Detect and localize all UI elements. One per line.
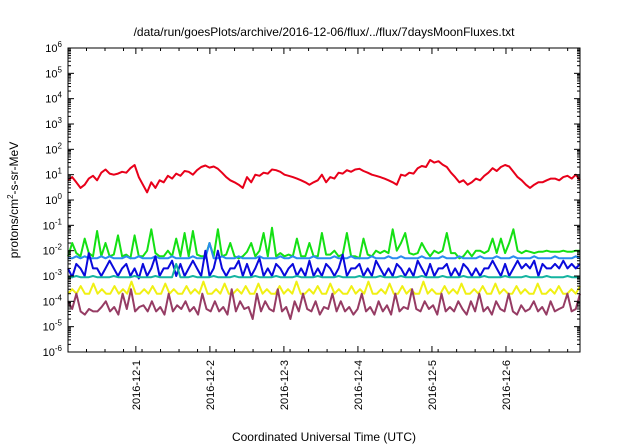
- y-tick-exponent: 1: [58, 167, 63, 176]
- y-tick-label: 101: [45, 167, 62, 182]
- x-tick-label: 2016-12-4: [353, 360, 365, 410]
- y-tick-exponent: -4: [55, 293, 63, 302]
- y-tick-base: 10: [45, 43, 57, 55]
- y-tick-base: 10: [45, 68, 57, 80]
- y-tick-base: 10: [43, 271, 55, 283]
- y-tick-label: 100: [45, 192, 62, 207]
- y-tick-base: 10: [43, 246, 55, 258]
- tick-layer: 10-610-510-410-310-210-11001011021031041…: [43, 40, 580, 410]
- y-tick-exponent: -5: [55, 319, 63, 328]
- y-tick-exponent: 3: [58, 116, 63, 125]
- y-tick-exponent: 2: [58, 141, 63, 150]
- x-tick-label: 2016-12-3: [279, 360, 291, 410]
- y-tick-exponent: 4: [58, 91, 63, 100]
- y-tick-label: 10-1: [43, 217, 63, 232]
- x-tick-label: 2016-12-6: [501, 360, 513, 410]
- y-axis-label-part-1: protons/cm: [7, 199, 21, 258]
- y-tick-label: 10-4: [43, 293, 63, 308]
- series-line-7: [67, 288, 581, 320]
- series-line-4: [67, 249, 581, 280]
- y-tick-label: 103: [45, 116, 62, 131]
- y-tick-base: 10: [43, 347, 55, 359]
- series-line-3: [68, 242, 581, 260]
- y-tick-base: 10: [43, 296, 55, 308]
- series-layer: [67, 159, 581, 320]
- y-tick-exponent: -6: [55, 344, 63, 353]
- y-axis-label-superscript: 2: [6, 194, 15, 199]
- y-tick-label: 10-5: [43, 319, 63, 334]
- chart-title: /data/run/goesPlots/archive/2016-12-06/f…: [134, 25, 516, 39]
- y-tick-label: 106: [45, 40, 62, 55]
- y-tick-exponent: 5: [58, 65, 63, 74]
- y-tick-base: 10: [45, 144, 57, 156]
- y-tick-base: 10: [45, 94, 57, 106]
- y-tick-label: 10-3: [43, 268, 63, 283]
- y-axis-label: protons/cm2-s-sr-MeV: [6, 142, 21, 258]
- y-tick-exponent: -2: [55, 243, 63, 252]
- y-tick-exponent: -1: [55, 217, 63, 226]
- series-line-6: [67, 280, 581, 295]
- y-axis-label-part-2: -s-sr-MeV: [7, 142, 21, 195]
- y-tick-label: 10-6: [43, 344, 63, 359]
- plot-frame: [67, 47, 581, 353]
- x-tick-label: 2016-12-2: [205, 360, 217, 410]
- x-tick-label: 2016-12-1: [131, 360, 143, 410]
- y-tick-label: 10-2: [43, 243, 63, 258]
- x-axis-label: Coordinated Universal Time (UTC): [232, 430, 416, 444]
- series-line-2: [67, 226, 580, 260]
- series-line-1: [67, 159, 581, 194]
- y-tick-exponent: 6: [58, 40, 63, 49]
- y-tick-label: 105: [45, 65, 62, 80]
- y-tick-base: 10: [45, 170, 57, 182]
- y-tick-base: 10: [45, 119, 57, 131]
- y-tick-exponent: -3: [55, 268, 63, 277]
- y-tick-base: 10: [43, 220, 55, 232]
- y-tick-base: 10: [43, 322, 55, 334]
- y-tick-label: 102: [45, 141, 62, 156]
- series-line-5: [68, 262, 580, 279]
- y-tick-base: 10: [45, 195, 57, 207]
- x-tick-label: 2016-12-5: [427, 360, 439, 410]
- y-tick-label: 104: [45, 91, 62, 106]
- y-tick-exponent: 0: [58, 192, 63, 201]
